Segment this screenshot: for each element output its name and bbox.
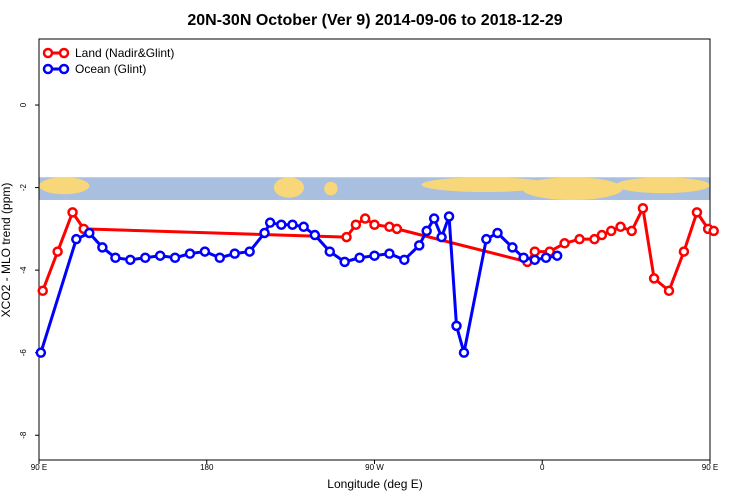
- data-point: [184, 248, 196, 259]
- legend-marker: [58, 47, 70, 59]
- data-point: [71, 233, 82, 245]
- series-line: [41, 206, 715, 293]
- data-point: [84, 227, 95, 239]
- x-tick-label: 180: [200, 463, 214, 472]
- data-point: [451, 320, 462, 332]
- legend-marker: [42, 47, 54, 59]
- chart-title: 20N-30N October (Ver 9) 2014-09-06 to 20…: [187, 12, 562, 29]
- data-point: [507, 242, 518, 253]
- data-point: [540, 252, 552, 264]
- series-line: [39, 214, 558, 355]
- x-tick-label: 0: [540, 463, 545, 472]
- x-tick-label: 90 W: [365, 463, 384, 472]
- data-point: [492, 227, 503, 239]
- data-point: [626, 225, 637, 237]
- data-point: [691, 207, 703, 218]
- data-point: [369, 219, 380, 230]
- data-point: [339, 256, 350, 268]
- data-point: [244, 246, 255, 257]
- data-point: [428, 213, 440, 224]
- data-point: [663, 285, 675, 297]
- legend: Land (Nadir&Glint) Ocean (Glint): [42, 46, 174, 76]
- data-point: [458, 347, 470, 358]
- data-point: [605, 225, 617, 237]
- data-point: [481, 233, 492, 245]
- data-point: [298, 221, 309, 233]
- legend-marker: [58, 63, 70, 75]
- data-point: [287, 219, 298, 230]
- data-point: [551, 250, 563, 261]
- data-point: [391, 223, 403, 235]
- data-point: [413, 240, 425, 251]
- data-point: [110, 252, 121, 264]
- plot-frame: [38, 38, 711, 461]
- data-point: [259, 227, 270, 239]
- data-point: [574, 233, 585, 245]
- data-point: [169, 252, 181, 264]
- data-point: [324, 246, 336, 257]
- y-tick-label: -6: [19, 349, 28, 357]
- data-point: [615, 221, 626, 233]
- data-point: [648, 273, 660, 284]
- legend-marker: [42, 63, 54, 75]
- map-land: [273, 177, 305, 198]
- data-point: [37, 285, 48, 297]
- y-tick-label: -2: [19, 183, 28, 191]
- data-point: [97, 242, 108, 253]
- data-point: [52, 246, 63, 257]
- data-point: [199, 246, 211, 257]
- data-point: [384, 248, 395, 259]
- data-point: [637, 202, 649, 214]
- data-point: [436, 231, 447, 243]
- series-0: [37, 202, 719, 297]
- y-axis: 0 -2 -4 -6 -8: [19, 102, 39, 439]
- data-point: [421, 225, 432, 237]
- x-tick-label: 90 E: [31, 463, 47, 472]
- data-point: [678, 246, 690, 257]
- legend-label: Land (Nadir&Glint): [75, 46, 174, 60]
- data-point: [67, 207, 78, 218]
- data-point: [350, 219, 362, 230]
- x-tick-label: 90 E: [702, 463, 718, 472]
- series-1: [35, 211, 563, 358]
- data-point: [276, 219, 287, 230]
- y-tick-label: -8: [19, 431, 28, 439]
- data-point: [341, 231, 352, 243]
- map-land: [421, 177, 549, 193]
- data-point: [125, 254, 136, 266]
- data-point: [35, 347, 47, 358]
- data-point: [596, 229, 608, 241]
- data-point: [529, 254, 541, 266]
- y-tick-label: 0: [19, 102, 28, 107]
- x-axis-label: Longitude (deg E): [327, 477, 422, 491]
- data-point: [139, 252, 151, 264]
- y-axis-label: XCO2 - MLO trend (ppm): [0, 183, 13, 318]
- legend-label: Ocean (Glint): [75, 62, 146, 76]
- y-tick-label: -4: [19, 266, 28, 274]
- data-point: [214, 252, 226, 264]
- data-point: [229, 248, 240, 259]
- data-point: [264, 217, 276, 228]
- data-point: [354, 252, 365, 264]
- map-land: [616, 177, 711, 194]
- data-point: [309, 229, 321, 241]
- map-land: [39, 177, 90, 195]
- map-land: [522, 177, 623, 200]
- map-strip: [39, 177, 711, 200]
- data-point: [529, 246, 541, 257]
- data-point: [154, 250, 166, 261]
- data-point: [708, 225, 719, 237]
- data-point: [559, 238, 570, 249]
- data-point: [518, 252, 529, 264]
- data-point: [443, 211, 455, 222]
- map-land: [324, 181, 338, 196]
- data-point: [399, 254, 410, 266]
- data-point: [589, 233, 600, 245]
- data-point: [369, 250, 380, 261]
- series-layer: [35, 202, 719, 358]
- data-point: [359, 213, 371, 224]
